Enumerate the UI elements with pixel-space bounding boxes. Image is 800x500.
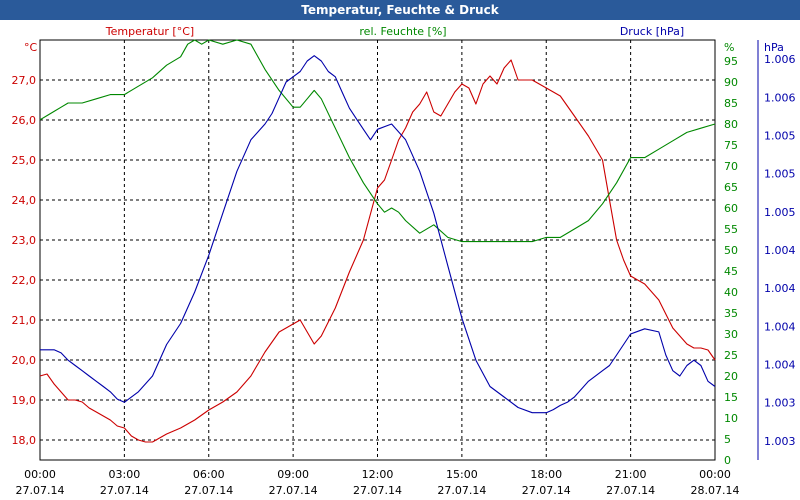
axis-ticks: 00:00 27.07.14 03:00 27.07.14 06:00 27.07.14 0…	[12, 53, 796, 497]
humidity-tick-label: 70	[724, 160, 738, 173]
humidity-unit-label: %	[724, 41, 734, 54]
x-tick-time: 18:00	[530, 468, 562, 481]
humidity-tick-label: 20	[724, 370, 738, 383]
temperature-tick-label: 18,0	[12, 434, 37, 447]
temperature-tick-label: 21,0	[12, 314, 37, 327]
pressure-axis-label: Druck [hPa]	[620, 25, 684, 38]
temperature-tick-label: 25,0	[12, 154, 37, 167]
temperature-series-line	[39, 59, 716, 443]
humidity-tick-label: 35	[724, 307, 738, 320]
humidity-axis-label: rel. Feuchte [%]	[359, 25, 446, 38]
pressure-tick-label: 1.005	[764, 129, 796, 142]
humidity-tick-label: 85	[724, 97, 738, 110]
pressure-tick-label: 1.004	[764, 359, 796, 372]
pressure-series-line	[40, 55, 716, 414]
humidity-tick-label: 95	[724, 55, 738, 68]
chart-title: Temperatur, Feuchte & Druck	[0, 0, 800, 20]
temperature-unit-label: °C	[24, 41, 38, 54]
x-tick-time: 09:00	[277, 468, 309, 481]
x-tick-time: 03:00	[109, 468, 141, 481]
humidity-tick-label: 10	[724, 412, 738, 425]
pressure-tick-label: 1.004	[764, 244, 796, 257]
x-tick-date: 27.07.14	[16, 484, 65, 497]
pressure-tick-label: 1.004	[764, 320, 796, 333]
pressure-tick-label: 1.003	[764, 397, 796, 410]
humidity-tick-label: 40	[724, 286, 738, 299]
x-tick-date: 27.07.14	[269, 484, 318, 497]
humidity-tick-label: 80	[724, 118, 738, 131]
pressure-unit-label: hPa	[764, 41, 784, 54]
humidity-tick-label: 0	[724, 454, 731, 467]
temperature-tick-label: 20,0	[12, 354, 37, 367]
x-tick-time: 21:00	[615, 468, 647, 481]
pressure-tick-label: 1.005	[764, 168, 796, 181]
pressure-tick-label: 1.003	[764, 435, 796, 448]
x-tick-date: 27.07.14	[184, 484, 233, 497]
humidity-tick-label: 50	[724, 244, 738, 257]
humidity-tick-label: 75	[724, 139, 738, 152]
humidity-tick-label: 5	[724, 433, 731, 446]
x-tick-date: 27.07.14	[437, 484, 486, 497]
temperature-tick-label: 22,0	[12, 274, 37, 287]
temperature-tick-label: 23,0	[12, 234, 37, 247]
x-tick-date: 27.07.14	[522, 484, 571, 497]
humidity-tick-label: 30	[724, 328, 738, 341]
temperature-tick-label: 27,0	[12, 74, 37, 87]
humidity-tick-label: 65	[724, 181, 738, 194]
grid-lines	[40, 40, 759, 460]
humidity-series-line	[39, 39, 716, 243]
humidity-tick-label: 55	[724, 223, 738, 236]
x-tick-time: 00:00	[699, 468, 731, 481]
humidity-tick-label: 45	[724, 265, 738, 278]
x-tick-time: 12:00	[362, 468, 394, 481]
x-tick-time: 06:00	[193, 468, 225, 481]
series-layer	[39, 39, 716, 443]
temperature-tick-label: 24,0	[12, 194, 37, 207]
pressure-tick-label: 1.005	[764, 206, 796, 219]
x-tick-time: 00:00	[24, 468, 56, 481]
x-tick-date: 28.07.14	[691, 484, 740, 497]
x-tick-date: 27.07.14	[100, 484, 149, 497]
temperature-axis-label: Temperatur [°C]	[105, 25, 194, 38]
temperature-tick-label: 26,0	[12, 114, 37, 127]
humidity-tick-label: 15	[724, 391, 738, 404]
pressure-tick-label: 1.004	[764, 282, 796, 295]
x-tick-time: 15:00	[446, 468, 478, 481]
temperature-tick-label: 19,0	[12, 394, 37, 407]
humidity-tick-label: 90	[724, 76, 738, 89]
x-tick-date: 27.07.14	[606, 484, 655, 497]
humidity-tick-label: 60	[724, 202, 738, 215]
pressure-tick-label: 1.006	[764, 91, 796, 104]
pressure-tick-label: 1.006	[764, 53, 796, 66]
x-tick-date: 27.07.14	[353, 484, 402, 497]
humidity-tick-label: 25	[724, 349, 738, 362]
